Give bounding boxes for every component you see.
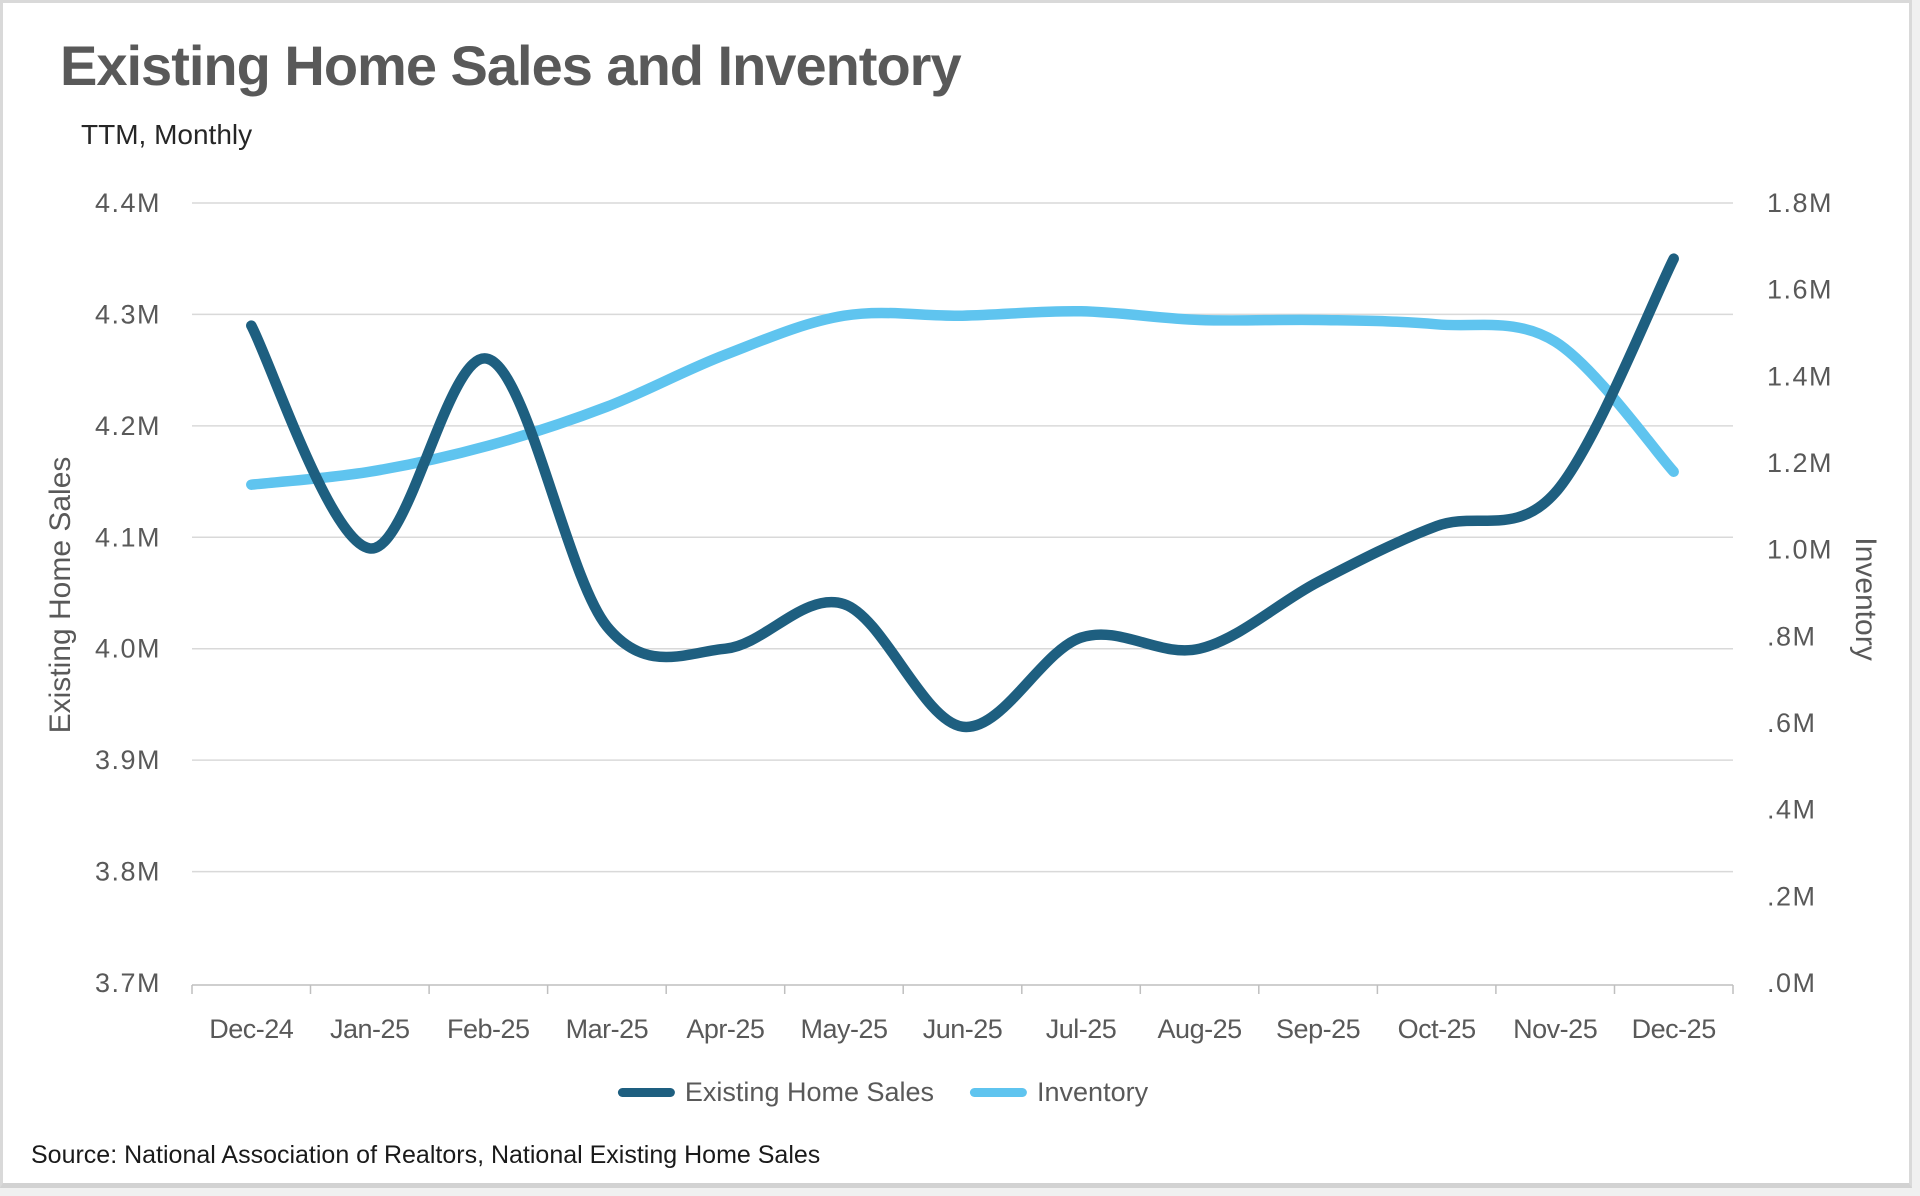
x-axis-tick-label: Jun-25 (923, 1014, 1003, 1044)
left-axis-tick-label: 4.1M (95, 522, 161, 552)
legend-item-existing-home-sales: Existing Home Sales (617, 1077, 935, 1108)
left-axis-tick-label: 4.0M (95, 634, 161, 664)
right-axis-tick-label: 1.2M (1767, 448, 1833, 478)
x-axis-tick-label: Apr-25 (686, 1014, 764, 1044)
chart-legend: Existing Home Sales Inventory (617, 1077, 1148, 1108)
right-axis-tick-label: .6M (1767, 708, 1817, 738)
right-axis-tick-label: 1.6M (1767, 275, 1833, 305)
x-axis-tick-label: Mar-25 (566, 1014, 649, 1044)
right-axis-tick-label: 1.4M (1767, 361, 1833, 391)
x-axis-tick-label: Jul-25 (1046, 1014, 1117, 1044)
legend-label: Inventory (1037, 1077, 1149, 1107)
left-axis-tick-label: 3.9M (95, 745, 161, 775)
x-axis-tick-label: Dec-24 (209, 1014, 294, 1044)
dual-axis-line-chart: 4.4M 4.3M 4.2M 4.1M 4.0M 3.9M 3.8M 3.7M 1.8M 1.6M… (95, 188, 1833, 1044)
right-axis-tick-label: .0M (1767, 968, 1817, 998)
left-axis-tick-label: 4.3M (95, 299, 161, 329)
x-axis-tick-label: Sep-25 (1276, 1014, 1360, 1044)
legend-label: Existing Home Sales (684, 1077, 935, 1107)
right-axis-tick-label: 1.0M (1767, 535, 1833, 565)
left-axis-tick-label: 4.2M (95, 411, 161, 441)
right-axis-tick-label: .8M (1767, 621, 1817, 651)
right-axis-title: Inventory (1849, 537, 1882, 661)
x-axis-tick-label: May-25 (800, 1014, 887, 1044)
source-attribution: Source: National Association of Realtors… (31, 1141, 821, 1169)
sales-line-swatch-icon (617, 1088, 675, 1097)
right-axis-tick-label: 1.8M (1767, 188, 1833, 218)
existing-home-sales-line (246, 253, 1679, 732)
chart-title: Existing Home Sales and Inventory (60, 34, 962, 97)
inventory-line (246, 305, 1679, 490)
x-axis-tick-label: Dec-25 (1632, 1014, 1716, 1044)
left-axis-tick-label: 3.8M (95, 857, 161, 887)
x-axis-tick-label: Aug-25 (1158, 1014, 1242, 1044)
left-axis-title: Existing Home Sales (44, 456, 77, 734)
legend-item-inventory: Inventory (970, 1077, 1148, 1108)
x-axis-tick-label: Oct-25 (1398, 1014, 1476, 1044)
chart-subtitle: TTM, Monthly (81, 119, 253, 150)
inventory-line-swatch-icon (970, 1088, 1028, 1097)
right-axis-tick-label: .4M (1767, 795, 1817, 825)
left-axis-tick-label: 3.7M (95, 968, 161, 998)
x-axis-tick-label: Feb-25 (447, 1014, 530, 1044)
left-axis-tick-label: 4.4M (95, 188, 161, 218)
right-axis-tick-label: .2M (1767, 881, 1817, 911)
x-axis-tick-label: Jan-25 (330, 1014, 410, 1044)
x-axis-tick-label: Nov-25 (1513, 1014, 1597, 1044)
